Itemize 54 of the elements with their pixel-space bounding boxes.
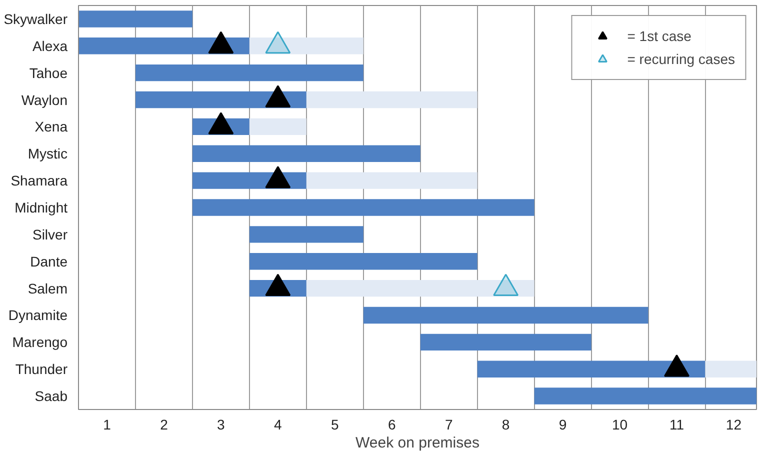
x-tick-label: 2 (160, 416, 168, 432)
legend-label: = recurring cases (627, 51, 735, 67)
bar (249, 226, 364, 243)
point (208, 31, 234, 54)
point (664, 354, 690, 377)
bar (192, 199, 534, 216)
point (208, 112, 234, 134)
bar (78, 10, 192, 28)
bar (705, 360, 756, 378)
bar (249, 253, 478, 270)
y-tick-label: Saab (34, 388, 68, 404)
x-tick-label: 6 (388, 416, 396, 432)
y-tick-label: Silver (32, 226, 68, 242)
bar (249, 38, 364, 54)
y-tick-label: Alexa (32, 38, 68, 54)
x-tick-label: 11 (669, 416, 684, 432)
y-tick-label: Thunder (15, 361, 68, 378)
y-tick-label: Dynamite (8, 307, 68, 324)
bar (477, 360, 706, 378)
point (265, 166, 291, 188)
bar (249, 118, 306, 136)
y-tick-label: Mystic (28, 146, 68, 162)
point (493, 274, 519, 296)
x-tick-label: 12 (726, 416, 742, 432)
y-tick-label: Tahoe (29, 64, 68, 81)
bar (306, 172, 478, 189)
point (265, 31, 291, 54)
bar (306, 280, 534, 297)
point (265, 274, 291, 296)
bar (363, 306, 648, 324)
bar (420, 334, 592, 351)
y-tick-label: Midnight (14, 200, 68, 216)
bar (135, 64, 364, 82)
x-tick-label: 4 (274, 416, 282, 432)
y-tick-label: Shamara (10, 172, 68, 189)
x-tick-label: 10 (612, 416, 628, 432)
x-tick-label: 9 (558, 416, 567, 432)
y-tick-label: Dante (30, 253, 68, 270)
x-tick-label: 1 (103, 416, 112, 432)
x-tick-label: 8 (502, 416, 510, 432)
y-tick-label: Waylon (21, 92, 68, 108)
bar (534, 388, 756, 404)
legend-label: = 1st case (627, 28, 692, 44)
x-tick-label: 3 (217, 416, 226, 432)
x-tick-label: 5 (330, 416, 339, 432)
y-tick-label: Salem (28, 280, 68, 296)
bar (192, 145, 420, 162)
x-axis-title: Week on premises (356, 434, 480, 452)
bar (306, 91, 478, 108)
y-tick-label: Marengo (12, 334, 68, 350)
x-tick-label: 7 (444, 416, 453, 432)
point (265, 85, 291, 108)
y-tick-label: Skywalker (4, 10, 68, 27)
y-tick-label: Xena (34, 118, 68, 135)
